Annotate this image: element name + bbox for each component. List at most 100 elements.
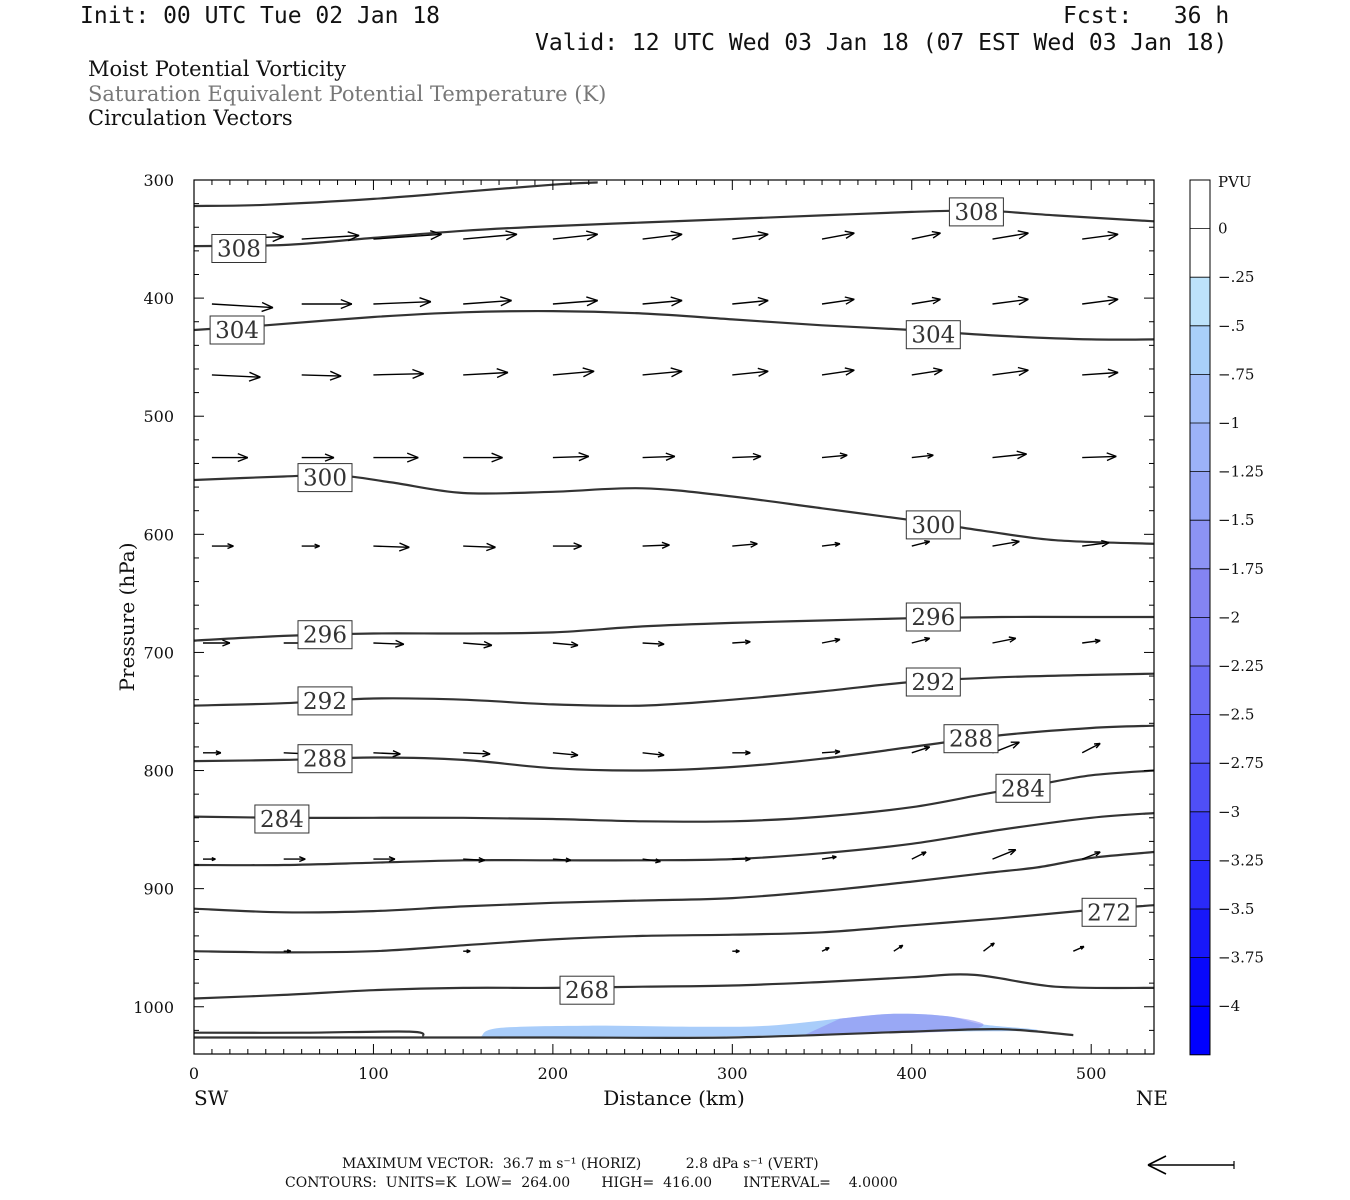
colorbar-segment — [1190, 277, 1210, 326]
colorbar-segment — [1190, 763, 1210, 812]
x-tick-label: 100 — [358, 1064, 389, 1083]
theta-e-contour — [194, 850, 1154, 914]
colorbar-segment — [1190, 666, 1210, 715]
circulation-vector — [301, 543, 320, 549]
colorbar-label: −1 — [1218, 414, 1240, 432]
circulation-vector — [911, 745, 931, 754]
circulation-vector — [642, 541, 670, 549]
contour-label-box — [995, 773, 1051, 803]
circulation-vector — [821, 452, 848, 460]
circulation-vector — [1082, 452, 1117, 462]
x-tick-label: 500 — [1076, 1064, 1107, 1083]
circulation-vector — [911, 851, 927, 860]
circulation-vector — [911, 452, 934, 459]
reference-vector-arrow-icon — [1147, 1155, 1235, 1175]
circulation-vector — [992, 849, 1017, 860]
colorbar-label: −3 — [1218, 803, 1240, 821]
theta-e-contour — [194, 973, 1154, 1000]
contour-label-box — [297, 744, 353, 774]
colorbar-segment — [1190, 909, 1210, 958]
contour-label-box — [905, 510, 961, 540]
circulation-vector — [203, 750, 222, 756]
colorbar-segment — [1190, 374, 1210, 423]
circulation-vector — [642, 751, 665, 758]
colorbar-segment — [1190, 957, 1210, 1007]
contour-label-box — [297, 463, 353, 493]
circulation-vector — [911, 296, 941, 305]
circulation-vector — [1082, 231, 1119, 241]
circulation-vector — [373, 542, 410, 552]
contour-label-box — [297, 686, 353, 716]
circulation-vector — [463, 750, 491, 758]
circulation-vector — [821, 637, 841, 644]
circulation-vector — [373, 230, 442, 241]
circulation-vector — [1081, 742, 1101, 754]
circulation-vector — [1082, 638, 1101, 644]
footer-max-vector: MAXIMUM VECTOR: 36.7 m s⁻¹ (HORIZ) 2.8 d… — [342, 1156, 819, 1172]
circulation-vector — [732, 750, 751, 756]
circulation-vector — [301, 370, 342, 381]
theta-e-contour — [194, 615, 1154, 642]
contour-label-box — [948, 197, 1004, 227]
contour-label: 292 — [303, 689, 347, 715]
circulation-vector — [992, 636, 1017, 644]
contour-label-box — [1081, 897, 1137, 927]
circulation-vector — [301, 453, 335, 462]
contour-label: 296 — [911, 605, 955, 631]
circulation-vector — [732, 367, 769, 377]
circulation-vector — [463, 640, 493, 649]
contour-label: 288 — [303, 747, 347, 773]
circulation-vector — [283, 856, 306, 863]
y-tick-label: 500 — [143, 407, 174, 426]
circulation-vector — [373, 297, 432, 308]
circulation-vector — [992, 366, 1029, 377]
circulation-vector — [1081, 851, 1101, 860]
circulation-vector — [821, 947, 830, 952]
theta-e-contour — [194, 904, 1154, 954]
x-tick-label: 200 — [538, 1064, 569, 1083]
circulation-vector — [463, 368, 509, 379]
plot-frame — [193, 179, 1155, 1055]
contour-label: 288 — [949, 727, 993, 753]
contour-label-box — [905, 602, 961, 632]
circulation-vector — [992, 450, 1027, 460]
contour-label: 272 — [1087, 900, 1131, 926]
colorbar-label: −.25 — [1218, 268, 1254, 286]
contour-label: 308 — [954, 200, 998, 226]
circulation-vector — [893, 944, 904, 952]
x-tick-label: 400 — [896, 1064, 927, 1083]
colorbar-segment — [1190, 1006, 1210, 1055]
footer-contours: CONTOURS: UNITS=K LOW= 264.00 HIGH= 416.… — [285, 1175, 898, 1191]
circulation-vector — [373, 856, 396, 863]
circulation-vector — [992, 295, 1029, 306]
colorbar-label: 0 — [1218, 220, 1228, 238]
circulation-vector — [211, 301, 274, 313]
circulation-vector — [1082, 368, 1119, 378]
colorbar-label: −.75 — [1218, 365, 1254, 383]
colorbar-label: −.5 — [1218, 317, 1245, 335]
contour-label-box — [297, 620, 353, 650]
circulation-vector — [552, 230, 599, 241]
colorbar-segment — [1190, 617, 1210, 666]
theta-e-contour — [194, 309, 1154, 341]
init-time: Init: 00 UTC Tue 02 Jan 18 — [80, 3, 441, 29]
contour-label-box — [559, 975, 615, 1005]
circulation-vector — [552, 367, 595, 378]
circulation-vector — [211, 543, 234, 550]
circulation-vector — [732, 296, 769, 307]
theta-e-contour — [194, 181, 598, 208]
y-tick-label: 900 — [143, 880, 174, 899]
circulation-vector — [732, 452, 762, 461]
colorbar-segment — [1190, 714, 1210, 764]
circulation-vector — [552, 296, 599, 307]
circulation-vector — [821, 541, 841, 548]
theta-e-contour — [194, 1027, 1074, 1039]
circulation-vector — [552, 641, 579, 649]
y-tick-label: 1000 — [133, 998, 174, 1017]
x-end-label-right: NE — [1136, 1086, 1168, 1110]
colorbar-unit: PVU — [1218, 173, 1252, 191]
circulation-vector — [732, 639, 751, 645]
circulation-vector — [911, 636, 931, 644]
circulation-vector — [552, 542, 582, 550]
circulation-vector — [642, 858, 661, 864]
